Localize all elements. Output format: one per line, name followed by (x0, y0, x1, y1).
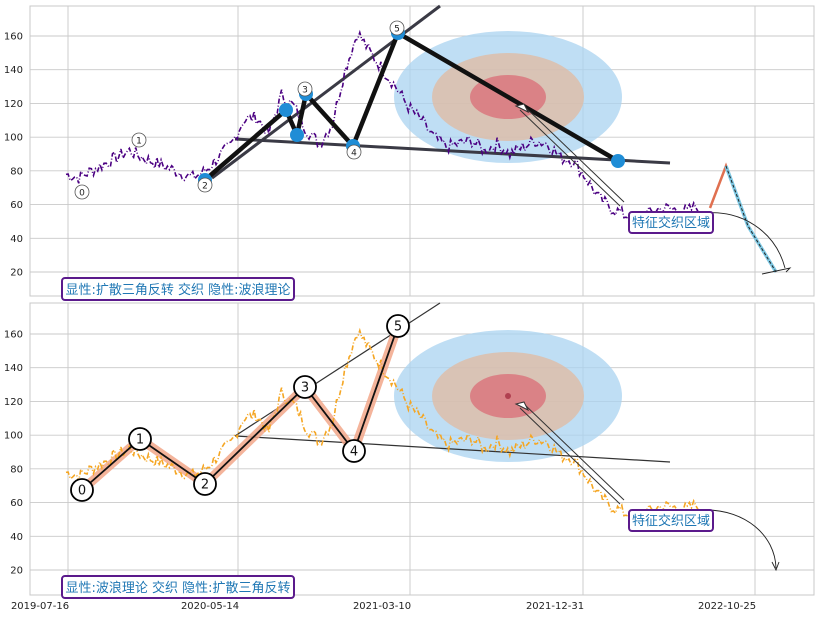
bottom-note-text: 特征交织区域 (632, 513, 710, 529)
bottom-panel: 20 40 60 80 100 120 140 160 0 1 2 3 4 5 特征交织区域 显性:波浪… (4, 302, 815, 612)
bottom-feature-region (394, 330, 622, 462)
wave-label: 1 (136, 137, 142, 147)
y-tick-label: 100 (4, 133, 23, 144)
pattern-point (279, 103, 293, 117)
bottom-y-ticks: 20 40 60 80 100 120 140 160 (4, 330, 23, 577)
y-tick-label: 20 (10, 566, 23, 577)
wave-marker (70, 478, 94, 502)
bottom-curve-head (771, 561, 780, 572)
wave-marker (342, 439, 366, 463)
wave-label: 4 (351, 149, 357, 159)
bottom-price-series (65, 327, 699, 521)
y-tick-label: 100 (4, 431, 23, 442)
wave-label: 0 (79, 189, 85, 199)
y-tick-label: 120 (4, 99, 23, 110)
bottom-arrow-line (519, 407, 621, 505)
wave-label: 3 (301, 381, 309, 396)
bottom-arrow-head (514, 401, 530, 412)
wave-marker (197, 177, 213, 193)
top-arrow-head (514, 103, 530, 114)
x-tick-label: 2021-03-10 (353, 601, 411, 612)
wave-marker (293, 375, 317, 399)
wave-label: 3 (302, 86, 308, 96)
bottom-legend-box (61, 575, 295, 599)
y-tick-label: 80 (10, 166, 23, 177)
x-tick-label: 2022-10-25 (698, 601, 756, 612)
wave-label: 5 (394, 25, 400, 35)
y-tick-label: 20 (10, 268, 23, 279)
top-curve-tail (761, 267, 792, 275)
y-tick-label: 40 (10, 532, 23, 543)
y-tick-label: 40 (10, 234, 23, 245)
wave-marker (193, 472, 217, 496)
wave-marker (297, 81, 313, 97)
x-tick-label: 2021-12-31 (526, 601, 584, 612)
wave-label: 2 (202, 182, 208, 192)
wave-label: 4 (350, 445, 358, 460)
wave-marker (128, 427, 152, 451)
y-tick-label: 160 (4, 32, 23, 43)
bottom-legend-text: 显性:波浪理论 交织 隐性:扩散三角反转 (65, 580, 290, 596)
top-curve-arrow (705, 212, 786, 269)
y-tick-label: 120 (4, 397, 23, 408)
bottom-wave-path (81, 325, 399, 491)
top-arrow-line (519, 109, 621, 207)
wave-label: 1 (136, 433, 144, 448)
bottom-note-box (628, 509, 714, 532)
wave-marker (346, 144, 362, 160)
wave-marker (389, 20, 405, 36)
y-tick-label: 140 (4, 363, 23, 374)
top-y-ticks: 20 40 60 80 100 120 140 160 (4, 32, 23, 279)
pattern-point (290, 128, 304, 142)
y-tick-label: 60 (10, 498, 23, 509)
bottom-x-ticks: 2019-07-16 2020-05-14 2021-03-10 2021-12-31… (11, 601, 756, 612)
wave-label: 0 (78, 484, 86, 499)
bottom-arrow-line-2 (523, 403, 625, 501)
top-projection-dash (725, 165, 777, 273)
x-tick-label: 2019-07-16 (11, 601, 69, 612)
bottom-region-center (505, 393, 511, 399)
wave-marker (131, 132, 147, 148)
top-legend-text: 显性:扩散三角反转 交织 隐性:波浪理论 (65, 282, 290, 298)
top-lower-trendline (234, 137, 671, 165)
wave-label: 2 (201, 478, 209, 493)
pattern-point (611, 154, 625, 168)
top-panel: 20 40 60 80 100 120 140 160 0 1 2 3 4 5 特征交织区域 显性:扩散… (4, 4, 815, 301)
top-wave-labels: 0 1 2 3 4 5 (74, 20, 405, 200)
wave-marker (386, 314, 410, 338)
y-tick-label: 140 (4, 65, 23, 76)
top-note-text: 特征交织区域 (632, 215, 710, 231)
top-note-box (628, 211, 714, 234)
top-arrow-line-2 (523, 105, 625, 203)
top-legend-box (61, 277, 295, 301)
y-tick-label: 60 (10, 200, 23, 211)
wave-marker (74, 184, 90, 200)
bottom-curve-arrow (705, 509, 777, 569)
y-tick-label: 160 (4, 330, 23, 341)
wave-label: 5 (394, 320, 402, 335)
bottom-lower-trendline (234, 435, 671, 463)
y-tick-label: 80 (10, 464, 23, 475)
x-tick-label: 2020-05-14 (181, 601, 239, 612)
bottom-wave-labels: 0 1 2 3 4 5 (70, 314, 410, 502)
